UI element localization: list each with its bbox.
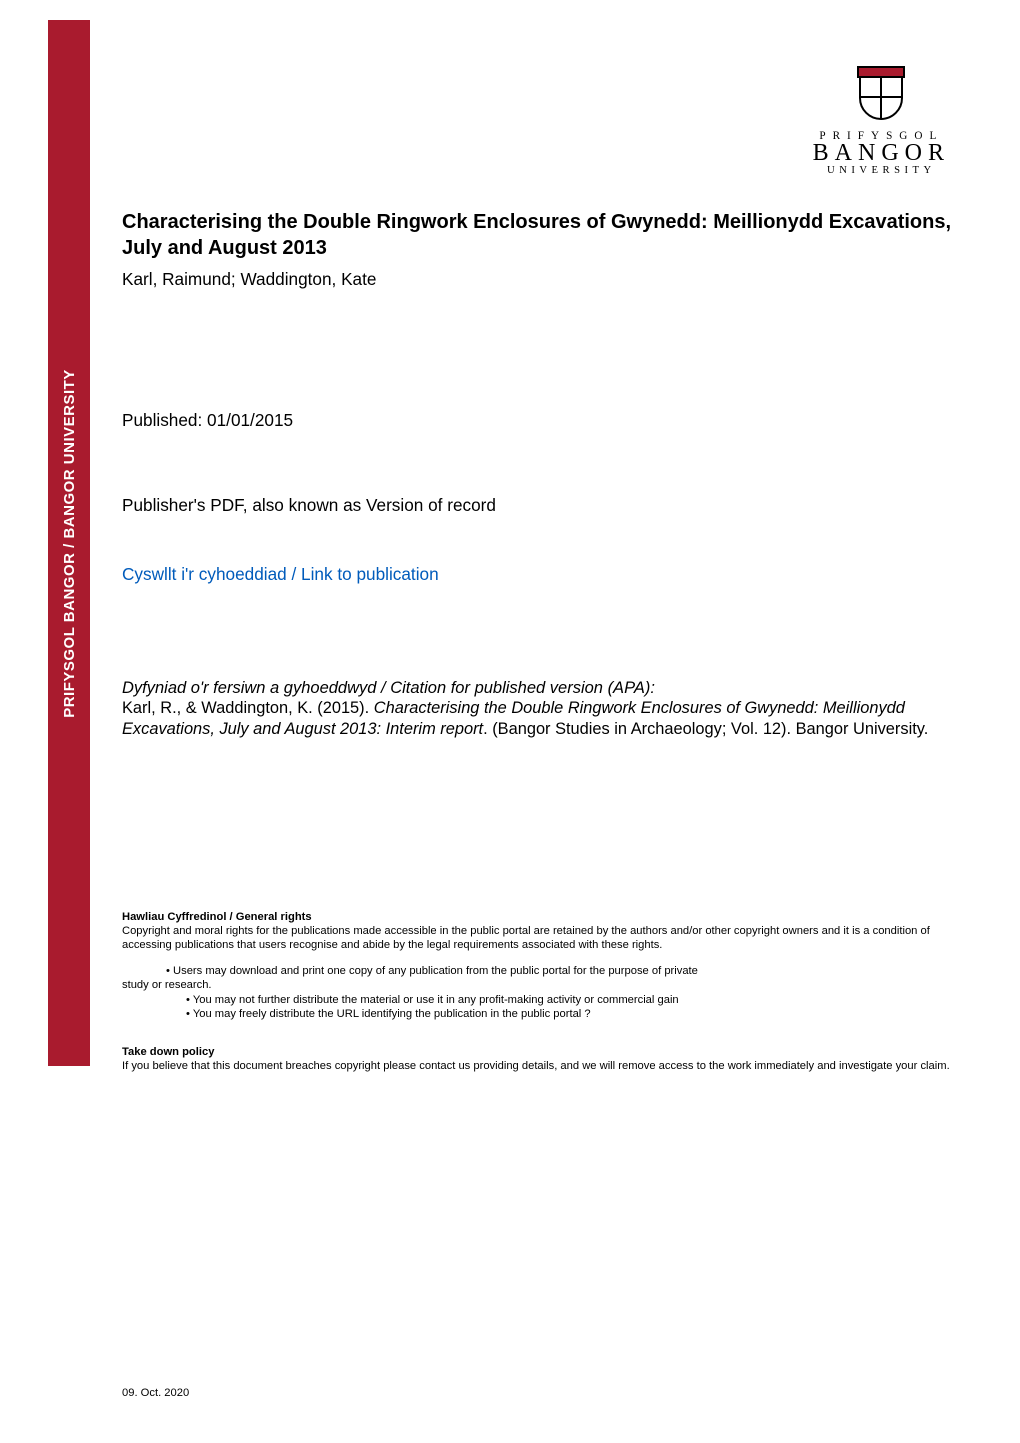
published-line: Published: 01/01/2015: [122, 410, 954, 431]
shield-cross-horizontal: [861, 96, 901, 98]
page: PRIFYSGOL BANGOR / BANGOR UNIVERSITY PRI…: [0, 0, 1020, 1443]
general-rights-body: Copyright and moral rights for the publi…: [122, 925, 930, 951]
publication-link[interactable]: Cyswllt i'r cyhoeddiad / Link to publica…: [122, 564, 954, 585]
takedown-header: Take down policy: [122, 1046, 214, 1058]
document-authors: Karl, Raimund; Waddington, Kate: [122, 269, 954, 290]
citation-header: Dyfyniad o'r fersiwn a gyhoeddwyd / Cita…: [122, 679, 954, 698]
logo-line3: UNIVERSITY: [813, 165, 950, 176]
rights-bullet-3: • You may freely distribute the URL iden…: [122, 1007, 954, 1021]
takedown-body: If you believe that this document breach…: [122, 1060, 950, 1072]
main-content: Characterising the Double Ringwork Enclo…: [122, 210, 954, 740]
citation-body: Karl, R., & Waddington, K. (2015). Chara…: [122, 698, 954, 740]
publisher-version: Publisher's PDF, also known as Version o…: [122, 495, 954, 516]
shield-icon: [859, 66, 903, 120]
footer-date: 09. Oct. 2020: [122, 1387, 189, 1399]
published-label: Published:: [122, 410, 207, 430]
university-logo: PRIFYSGOL BANGOR UNIVERSITY: [813, 66, 950, 176]
document-title: Characterising the Double Ringwork Enclo…: [122, 210, 954, 261]
general-rights-header: Hawliau Cyffredinol / General rights: [122, 911, 312, 923]
sidebar-band: [48, 20, 90, 1066]
logo-line2: BANGOR: [813, 140, 950, 167]
shield-cross-vertical: [880, 78, 882, 118]
rights-block: Hawliau Cyffredinol / General rights Cop…: [122, 910, 954, 1085]
citation-pre: Karl, R., & Waddington, K. (2015).: [122, 699, 374, 717]
rights-bullet-1: • Users may download and print one copy …: [122, 964, 954, 978]
rights-bullet-2: • You may not further distribute the mat…: [122, 993, 954, 1007]
citation-post: . (Bangor Studies in Archaeology; Vol. 1…: [483, 720, 928, 738]
published-date: 01/01/2015: [207, 410, 293, 430]
